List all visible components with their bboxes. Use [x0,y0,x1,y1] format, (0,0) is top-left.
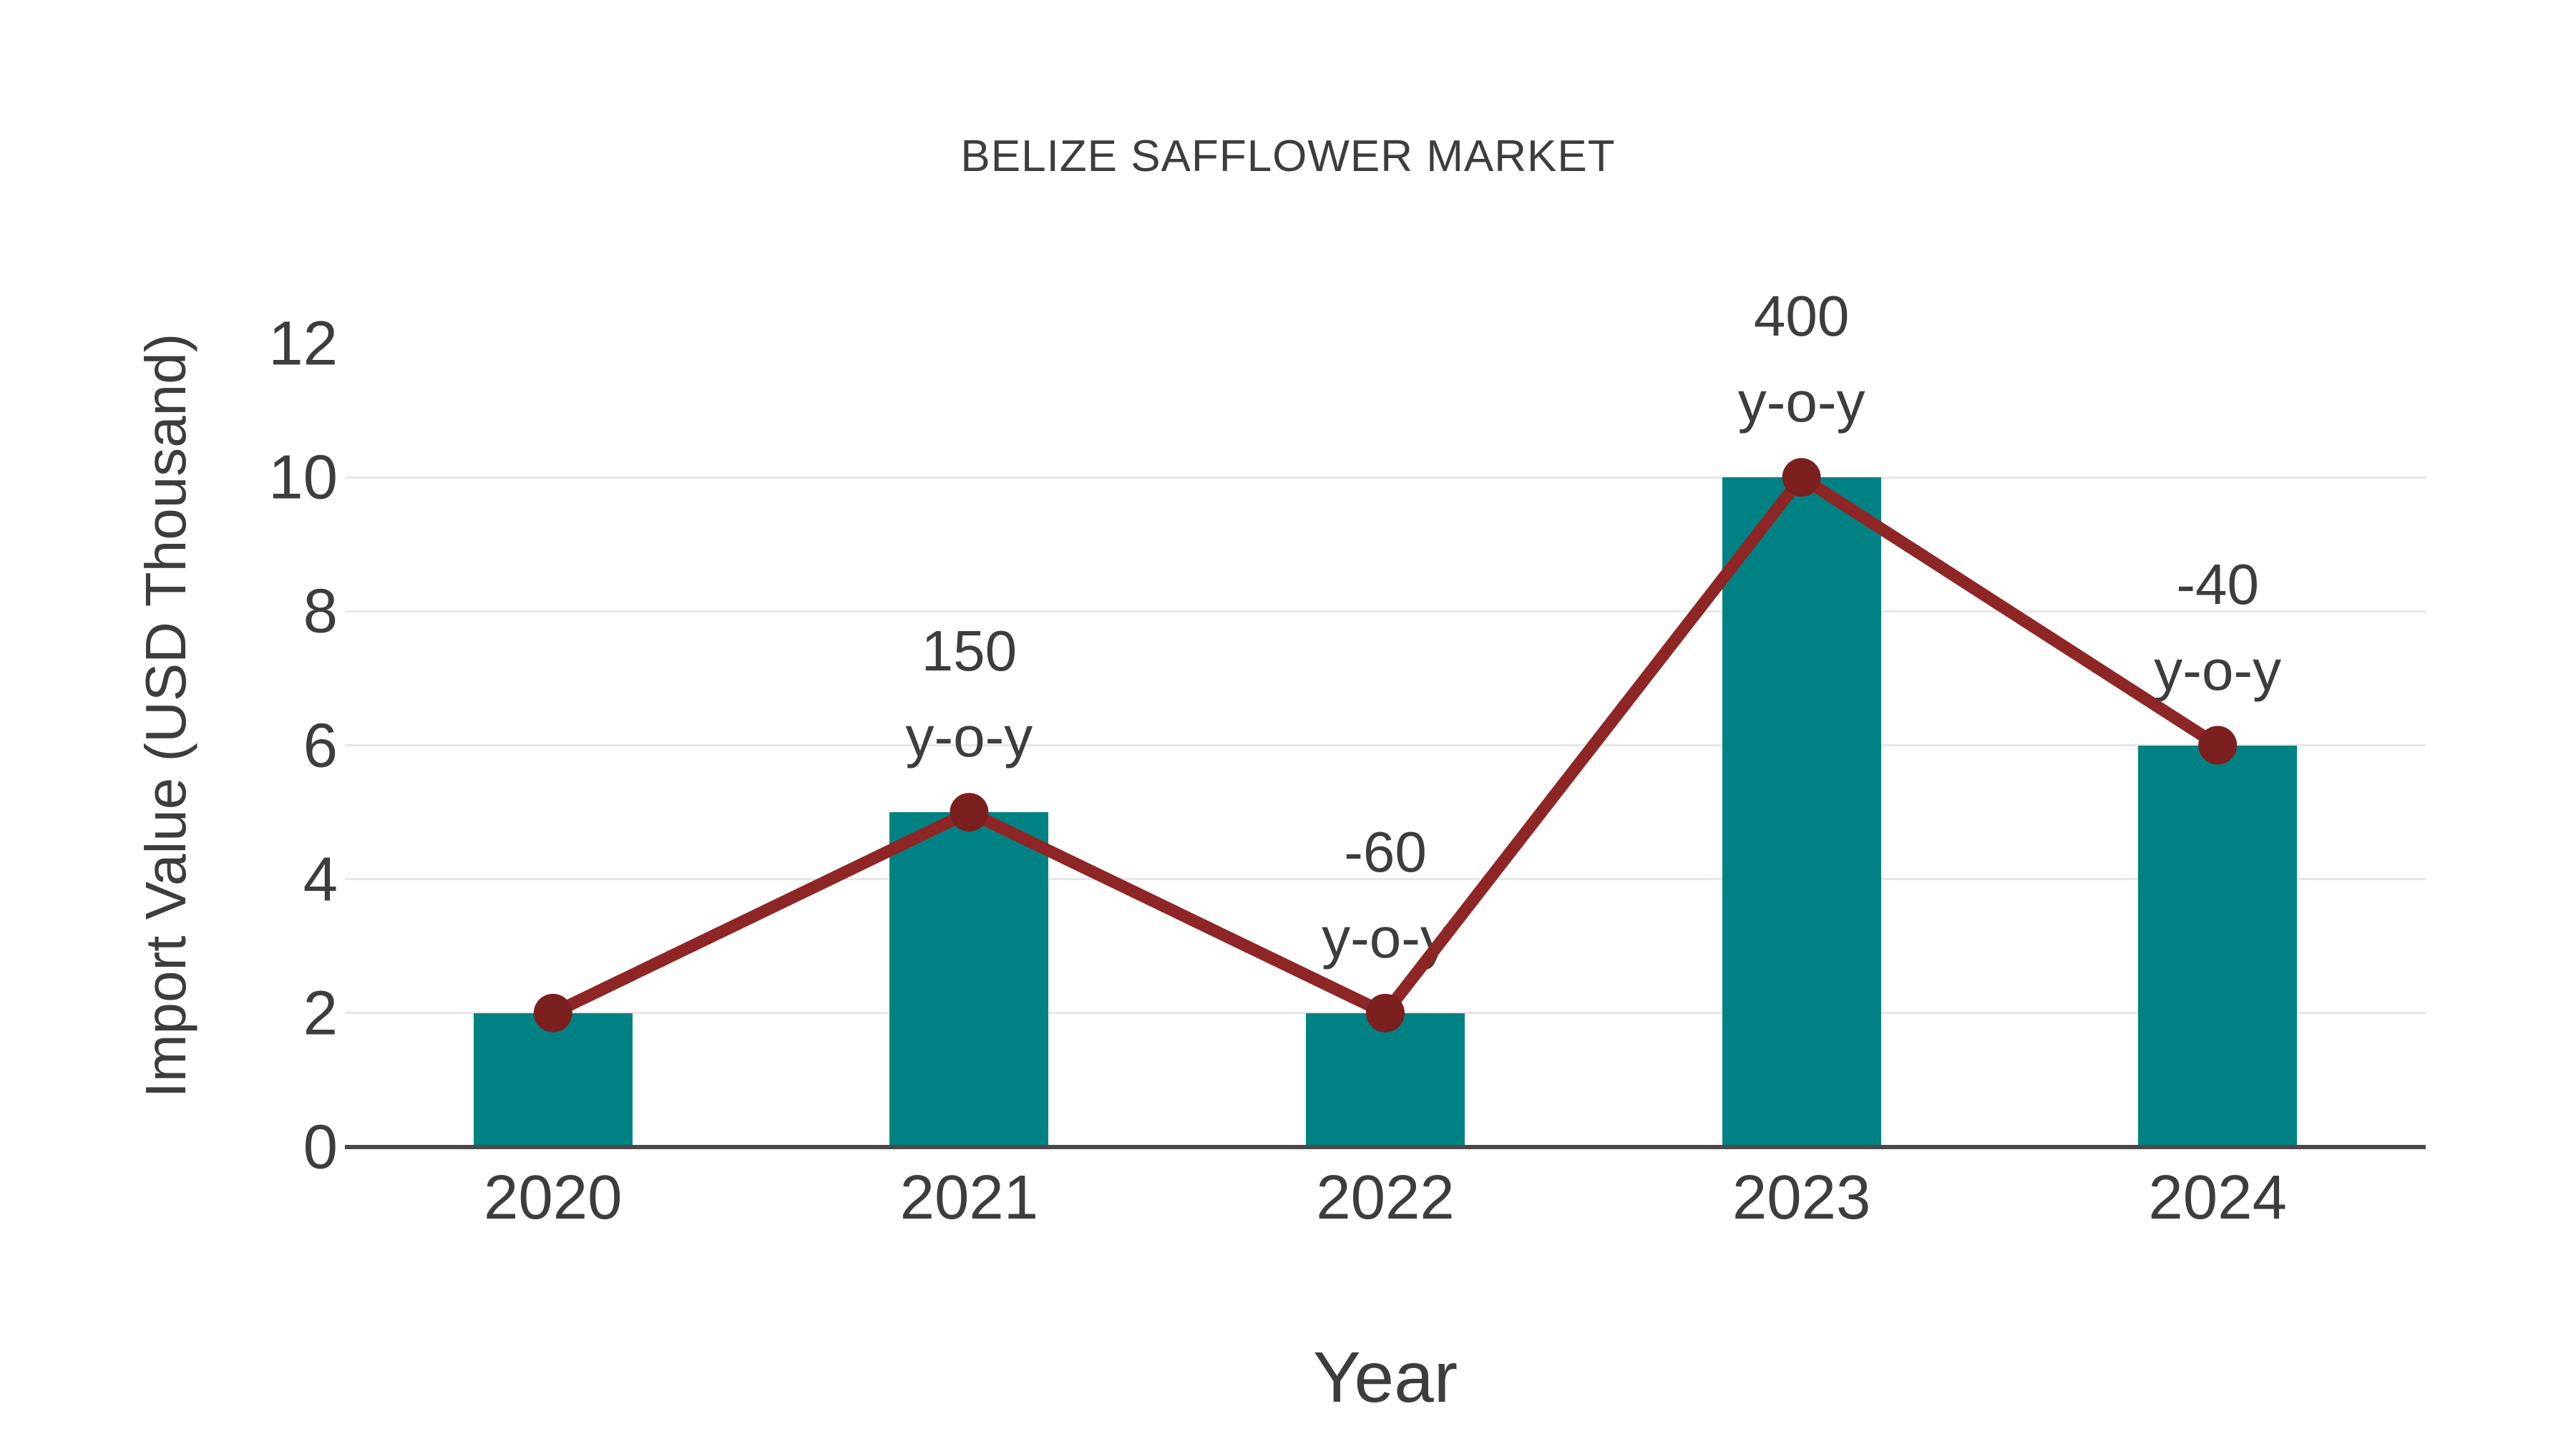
y-tick-label-6: 6 [303,711,338,780]
x-tick-label-2024: 2024 [2148,1163,2287,1232]
y-tick-label-8: 8 [303,576,338,646]
annotation-value: 150 [921,619,1018,683]
gridline-y-8 [345,610,2426,613]
annotation-2021: 150 y-o-y [906,608,1033,780]
bar-2021 [889,812,1049,1147]
annotation-2024: -40 y-o-y [2154,542,2281,713]
plot-area: 150 y-o-y -60 y-o-y 400 y-o-y -40 y-o-y [345,284,2426,1149]
bar-2020 [473,1013,633,1147]
gridline-y-6 [345,744,2426,746]
annotation-unit: y-o-y [1322,905,1449,970]
y-tick-label-4: 4 [303,844,338,914]
annotation-unit: y-o-y [905,705,1033,769]
x-tick-label-2023: 2023 [1732,1163,1871,1232]
x-axis-title: Year [1312,1337,1458,1418]
y-tick-label-12: 12 [268,308,338,379]
y-axis-title: Import Value (USD Thousand) [134,333,197,1098]
annotation-2023: 400 y-o-y [1738,273,1865,445]
annotation-unit: y-o-y [2154,638,2282,702]
y-tick-label-0: 0 [303,1112,338,1182]
x-tick-label-2021: 2021 [899,1163,1039,1232]
y-tick-label-2: 2 [303,978,338,1048]
gridline-y-10 [345,476,2426,479]
annotation-2022: -60 y-o-y [1322,809,1449,981]
annotation-value: -40 [2176,552,2259,616]
bar-2023 [1722,477,1881,1147]
annotation-value: 400 [1753,284,1850,348]
x-axis-line [345,1145,2426,1149]
chart-title: BELIZE SAFFLOWER MARKET [960,132,1616,181]
bar-2022 [1306,1013,1465,1147]
y-tick-label-10: 10 [268,442,338,512]
annotation-value: -60 [1344,819,1427,884]
x-tick-label-2022: 2022 [1316,1163,1455,1232]
bar-2024 [2138,745,2298,1147]
x-tick-label-2020: 2020 [484,1163,623,1232]
annotation-unit: y-o-y [1737,370,1865,434]
